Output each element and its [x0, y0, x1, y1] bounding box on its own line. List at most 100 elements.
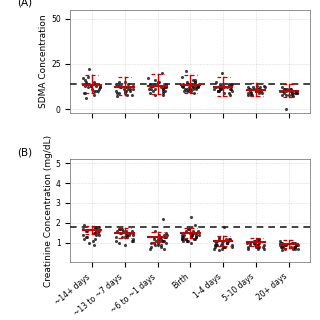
Point	[279, 244, 284, 249]
Point	[180, 232, 185, 237]
Point	[217, 87, 222, 92]
Point	[185, 89, 190, 94]
Point	[115, 94, 120, 99]
Point	[221, 90, 226, 95]
Point	[256, 90, 261, 95]
Point	[120, 234, 125, 239]
Point	[222, 224, 227, 229]
Point	[189, 232, 195, 237]
Point	[97, 228, 102, 233]
Point	[219, 240, 224, 245]
Point	[254, 89, 259, 94]
Point	[146, 76, 151, 81]
Point	[260, 90, 265, 95]
Point	[293, 246, 298, 251]
Point	[294, 90, 299, 95]
Point	[278, 238, 283, 243]
Point	[214, 85, 219, 90]
Point	[195, 228, 200, 233]
Point	[256, 242, 261, 247]
Point	[279, 248, 284, 253]
Point	[84, 234, 89, 239]
Point	[160, 92, 165, 97]
Point	[225, 240, 230, 245]
Point	[148, 83, 153, 88]
Point	[119, 83, 124, 88]
Point	[217, 248, 222, 253]
Point	[181, 232, 186, 237]
Point	[186, 85, 191, 90]
Point	[90, 238, 95, 243]
Point	[129, 238, 134, 243]
Point	[163, 85, 168, 90]
Point	[131, 83, 136, 88]
Point	[147, 81, 152, 86]
Point	[160, 87, 165, 92]
Point	[217, 89, 222, 94]
Point	[193, 222, 198, 227]
Point	[162, 234, 167, 239]
Point	[227, 236, 232, 241]
Point	[279, 240, 284, 245]
Point	[227, 92, 232, 97]
Point	[284, 107, 289, 112]
Point	[192, 236, 197, 241]
Point	[114, 90, 119, 95]
Point	[248, 89, 253, 94]
Point	[120, 228, 125, 233]
Point	[190, 81, 195, 86]
Point	[195, 83, 200, 88]
Point	[149, 83, 155, 88]
Point	[253, 89, 259, 94]
Point	[181, 81, 186, 86]
Point	[152, 92, 157, 97]
Point	[184, 228, 189, 233]
Point	[98, 85, 103, 90]
Point	[292, 244, 297, 249]
Point	[153, 242, 158, 247]
Point	[216, 89, 221, 94]
Point	[278, 242, 283, 247]
Point	[261, 83, 266, 88]
Point	[113, 234, 118, 239]
Point	[245, 85, 251, 90]
Point	[87, 67, 92, 72]
Point	[229, 242, 234, 247]
Point	[249, 90, 254, 95]
Point	[123, 232, 128, 237]
Point	[179, 234, 184, 239]
Point	[183, 236, 188, 241]
Point	[262, 242, 267, 247]
Point	[120, 226, 125, 231]
Point	[256, 246, 261, 251]
Point	[83, 83, 88, 88]
Point	[282, 90, 287, 95]
Point	[258, 85, 263, 90]
Point	[280, 89, 285, 94]
Point	[93, 230, 98, 235]
Point	[281, 242, 286, 247]
Point	[195, 85, 200, 90]
Point	[289, 87, 294, 92]
Point	[162, 89, 167, 94]
Point	[92, 236, 97, 241]
Point	[228, 87, 233, 92]
Point	[216, 85, 221, 90]
Point	[180, 234, 186, 239]
Point	[130, 92, 135, 97]
Point	[187, 87, 192, 92]
Y-axis label: SDMA Concentration: SDMA Concentration	[39, 14, 48, 108]
Point	[156, 79, 161, 84]
Point	[98, 85, 103, 90]
Point	[254, 83, 260, 88]
Point	[123, 79, 128, 84]
Point	[152, 234, 157, 239]
Point	[277, 89, 283, 94]
Point	[179, 236, 184, 241]
Point	[283, 242, 288, 247]
Point	[149, 244, 154, 249]
Point	[219, 70, 224, 76]
Point	[124, 85, 129, 90]
Point	[151, 83, 156, 88]
Point	[280, 89, 285, 94]
